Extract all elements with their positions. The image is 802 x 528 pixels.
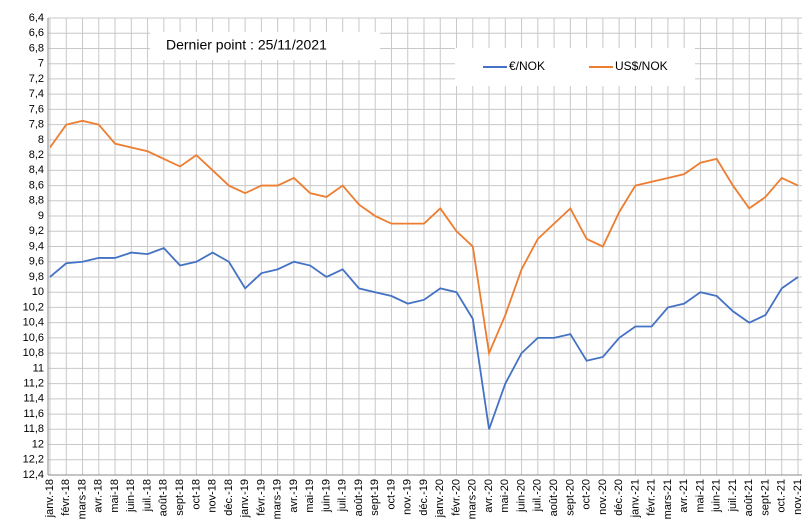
y-tick-label: 12 xyxy=(32,438,44,450)
x-tick-label: déc.-19 xyxy=(418,479,430,516)
x-tick-label: juin-21 xyxy=(711,479,723,513)
x-tick-label: févr.-21 xyxy=(646,479,658,516)
x-tick-label: juin-18 xyxy=(125,479,137,513)
x-tick-label: janv.-18 xyxy=(44,479,56,518)
y-tick-label: 9,6 xyxy=(29,256,44,268)
y-tick-label: 9,4 xyxy=(29,240,44,252)
y-tick-label: 8,8 xyxy=(29,195,44,207)
y-tick-label: 10,8 xyxy=(23,347,44,359)
x-tick-label: avr.-18 xyxy=(93,479,105,513)
y-tick-label: 11,8 xyxy=(23,423,44,435)
x-tick-label: mai-20 xyxy=(499,479,511,513)
series-line xyxy=(49,246,799,430)
x-tick-label: sept-19 xyxy=(369,479,381,516)
legend-label: US$/NOK xyxy=(615,59,668,73)
y-tick-label: 8,4 xyxy=(29,164,44,176)
x-tick-label: juin-20 xyxy=(515,479,527,513)
y-tick-label: 11,2 xyxy=(23,378,44,390)
x-tick-label: juil.-18 xyxy=(141,479,153,512)
x-tick-label: févr.-20 xyxy=(450,479,462,516)
y-tick-label: 7,8 xyxy=(29,119,44,131)
y-tick-label: 8,2 xyxy=(29,149,44,161)
x-tick-label: août-20 xyxy=(548,479,560,516)
y-tick-label: 7,4 xyxy=(29,88,44,100)
y-tick-label: 10,2 xyxy=(23,301,44,313)
x-tick-label: mars-18 xyxy=(76,479,88,519)
x-tick-label: août-18 xyxy=(158,479,170,516)
x-tick-label: juil.-21 xyxy=(727,479,739,512)
x-tick-label: nov.-21 xyxy=(792,479,802,515)
x-tick-label: mars-20 xyxy=(467,479,479,519)
annotation: Dernier point : 25/11/2021 xyxy=(166,37,327,53)
x-tick-label: avr.-21 xyxy=(678,479,690,513)
y-tick-label: 7,6 xyxy=(29,103,44,115)
y-tick-label: 8 xyxy=(38,134,44,146)
x-tick-label: oct-19 xyxy=(385,479,397,510)
y-tick-label: 10,6 xyxy=(23,332,44,344)
x-tick-label: avr.-20 xyxy=(483,479,495,513)
x-tick-label: déc.-18 xyxy=(223,479,235,516)
x-tick-label: mars-19 xyxy=(272,479,284,519)
series-line xyxy=(49,119,799,357)
x-tick-label: oct-18 xyxy=(190,479,202,510)
x-tick-label: févr.-18 xyxy=(60,479,72,516)
x-tick-label: juin-19 xyxy=(320,479,332,513)
y-tick-label: 6,6 xyxy=(29,27,44,39)
annotation-box xyxy=(150,32,380,60)
y-tick-label: 8,6 xyxy=(29,179,44,191)
x-tick-label: nov.-20 xyxy=(597,479,609,515)
x-tick-label: mai-21 xyxy=(694,479,706,513)
y-tick-label: 12,2 xyxy=(23,454,44,466)
y-tick-label: 11,4 xyxy=(23,393,44,405)
x-tick-label: mai-18 xyxy=(109,479,121,513)
y-tick-label: 10 xyxy=(32,286,44,298)
x-tick-label: févr.-19 xyxy=(255,479,267,516)
y-tick-label: 12,4 xyxy=(23,469,44,481)
y-tick-label: 11 xyxy=(33,362,44,374)
x-tick-label: janv.-21 xyxy=(629,479,641,518)
y-tick-label: 9,8 xyxy=(29,271,44,283)
x-tick-label: août-21 xyxy=(743,479,755,516)
y-tick-label: 6,4 xyxy=(29,12,44,24)
x-tick-label: oct.-21 xyxy=(776,479,788,513)
x-tick-label: juil.-20 xyxy=(532,479,544,512)
y-tick-label: 7,2 xyxy=(29,73,44,85)
x-tick-label: oct-20 xyxy=(581,479,593,510)
x-tick-label: mars-21 xyxy=(662,479,674,519)
x-tick-label: août-19 xyxy=(353,479,365,516)
x-tick-label: déc.-20 xyxy=(613,479,625,516)
x-tick-label: sept-21 xyxy=(759,479,771,516)
x-tick-label: mai-19 xyxy=(304,479,316,513)
x-tick-label: janv.-19 xyxy=(239,479,251,518)
x-tick-label: janv.-20 xyxy=(434,479,446,518)
x-tick-label: juil.-19 xyxy=(337,479,349,512)
y-tick-label: 7 xyxy=(38,58,44,70)
y-tick-label: 6,8 xyxy=(29,42,44,54)
x-tick-label: nov-18 xyxy=(207,479,219,513)
x-tick-label: sept-20 xyxy=(564,479,576,516)
y-tick-label: 10,4 xyxy=(23,317,44,329)
legend-label: €/NOK xyxy=(509,59,545,73)
y-tick-label: 9,2 xyxy=(29,225,44,237)
x-tick-label: sept-18 xyxy=(174,479,186,516)
x-tick-label: avr.-19 xyxy=(288,479,300,513)
y-tick-label: 11,6 xyxy=(23,408,44,420)
x-tick-label: nov.-19 xyxy=(402,479,414,515)
y-tick-label: 9 xyxy=(38,210,44,222)
